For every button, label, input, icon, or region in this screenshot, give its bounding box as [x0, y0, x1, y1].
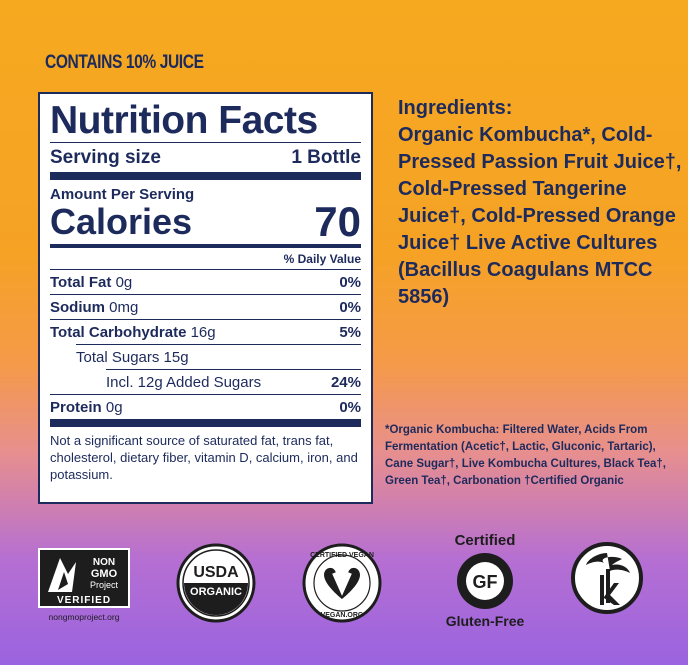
- nutrient-name: Sodium: [50, 299, 105, 316]
- divider-thick: [50, 172, 361, 180]
- amount-per-serving: Amount Per Serving: [50, 186, 195, 203]
- gf-mark: GF: [473, 572, 498, 592]
- divider: [76, 344, 361, 345]
- juice-content-banner: CONTAINS 10% JUICE: [45, 52, 204, 73]
- daily-value-header: % Daily Value: [283, 252, 361, 266]
- kosher-logo: [570, 541, 644, 615]
- nutrient-name: Total Carbohydrate: [50, 324, 187, 341]
- nutrient-dv: 0%: [339, 399, 361, 416]
- nutrient-dv: 0%: [339, 299, 361, 316]
- ingredients-block: Ingredients: Organic Kombucha*, Cold-Pre…: [398, 95, 688, 311]
- vegan-heart-icon: CERTIFIED VEGAN VEGAN.ORG: [302, 543, 382, 623]
- nongmo-gmo: GMO: [91, 568, 118, 580]
- vegan-bottom-text: VEGAN.ORG: [321, 612, 364, 619]
- nongmo-non: NON: [93, 557, 115, 568]
- nutrient-name: Protein: [50, 399, 102, 416]
- gf-seal-icon: GF: [457, 553, 513, 609]
- nutrient-dv: 24%: [330, 374, 361, 391]
- divider: [50, 269, 361, 270]
- vegan-top-text: CERTIFIED VEGAN: [310, 552, 374, 559]
- divider: [50, 142, 361, 143]
- nutrient-name: Total Sugars 15g: [76, 349, 189, 366]
- divider-medium: [50, 244, 361, 248]
- kosher-palm-icon: [571, 542, 643, 614]
- nutrient-dv: 5%: [339, 324, 361, 341]
- nutrient-dv: 0%: [339, 274, 361, 291]
- kombucha-footnote: *Organic Kombucha: Filtered Water, Acids…: [385, 424, 666, 487]
- nutrient-row-carbohydrate: Total Carbohydrate 16g 5%: [50, 320, 361, 344]
- divider-thick: [50, 419, 361, 427]
- gluten-free-logo: Certified GF Gluten-Free: [430, 532, 540, 629]
- nutrient-name: Incl. 12g Added Sugars: [106, 374, 262, 391]
- divider: [106, 369, 361, 370]
- calories-value: 70: [314, 198, 361, 245]
- serving-size-value: 1 Bottle: [291, 147, 361, 168]
- divider: [50, 319, 361, 320]
- nutrition-facts-title: Nutrition Facts: [50, 99, 318, 142]
- nutrient-row-added-sugars: Incl. 12g Added Sugars 24%: [50, 370, 361, 394]
- divider: [50, 294, 361, 295]
- ingredients-heading: Ingredients:: [398, 97, 513, 119]
- divider: [50, 394, 361, 395]
- gf-certified-text: Certified: [454, 532, 516, 549]
- calories-label: Calories: [50, 201, 193, 242]
- ingredients-text: Organic Kombucha*, Cold-Pressed Passion …: [398, 124, 682, 308]
- nutrient-row-total-fat: Total Fat 0g 0%: [50, 270, 361, 294]
- nutrient-name: Total Fat: [50, 274, 112, 291]
- nutrient-amount: 0g: [105, 399, 123, 416]
- certified-vegan-logo: CERTIFIED VEGAN VEGAN.ORG: [302, 543, 382, 623]
- nutrient-amount: 0g: [115, 274, 133, 291]
- calories-row: Calories 70: [50, 198, 361, 245]
- serving-size-row: Serving size 1 Bottle: [50, 143, 361, 172]
- serving-size-label: Serving size: [50, 147, 161, 168]
- nutrition-facts-panel: Nutrition Facts Serving size 1 Bottle Am…: [38, 92, 373, 504]
- non-gmo-verified-logo: NON GMO Project VERIFIED nongmoproject.o…: [38, 548, 130, 626]
- nutrient-row-sodium: Sodium 0mg 0%: [50, 295, 361, 319]
- nutrient-row-protein: Protein 0g 0%: [50, 395, 361, 419]
- nongmo-url: nongmoproject.org: [49, 612, 120, 622]
- usda-organic-logo: USDA ORGANIC: [176, 543, 256, 623]
- organic-text: ORGANIC: [190, 586, 242, 598]
- butterfly-icon: NON GMO Project VERIFIED nongmoproject.o…: [38, 548, 130, 622]
- usda-text: USDA: [193, 564, 239, 581]
- nongmo-project: Project: [90, 580, 119, 590]
- gf-gluten-free-text: Gluten-Free: [445, 613, 525, 629]
- nutrient-amount: 0mg: [109, 299, 139, 316]
- usda-seal-icon: USDA ORGANIC: [176, 543, 256, 623]
- nutrient-amount: 16g: [190, 324, 216, 341]
- nutrition-footnote: Not a significant source of saturated fa…: [50, 433, 358, 482]
- nongmo-verified: VERIFIED: [57, 595, 111, 606]
- nutrient-row-total-sugars: Total Sugars 15g: [50, 345, 361, 369]
